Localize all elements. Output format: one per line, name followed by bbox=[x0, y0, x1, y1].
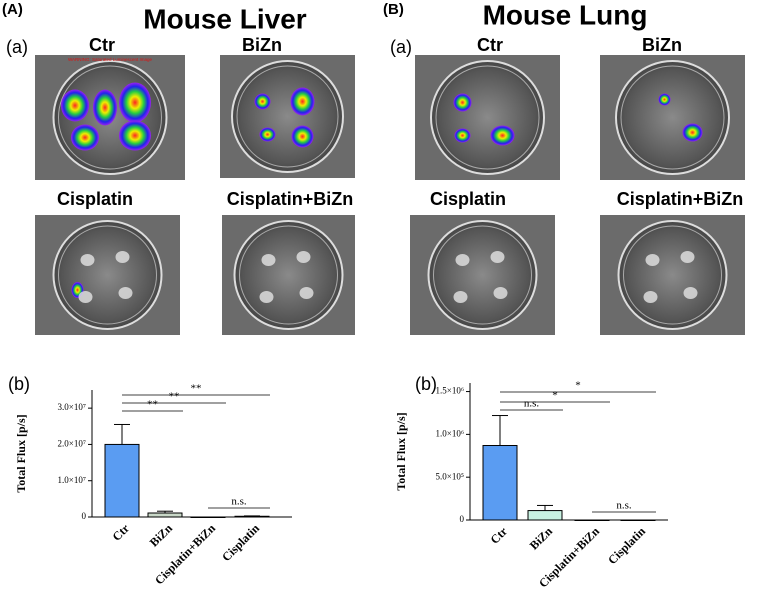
x-tick-label: Cisplatin bbox=[219, 521, 262, 564]
y-tick-label: 1.0×10⁷ bbox=[58, 475, 86, 485]
tissue bbox=[680, 251, 695, 263]
luminescence bbox=[658, 93, 671, 106]
dish-rim bbox=[623, 225, 722, 325]
sub-label: (b) bbox=[415, 374, 437, 394]
tissue bbox=[80, 254, 95, 266]
tissue bbox=[259, 291, 274, 303]
sub-label: (a) bbox=[6, 37, 28, 57]
luminescence bbox=[61, 89, 89, 122]
luminescence bbox=[490, 125, 515, 146]
y-tick-label: 0 bbox=[460, 514, 465, 524]
dish bbox=[427, 220, 538, 330]
image-label: Ctr bbox=[477, 35, 503, 55]
x-tick-label: Cisplatin bbox=[605, 524, 648, 567]
image-label: Ctr bbox=[89, 35, 115, 55]
luminescence bbox=[291, 125, 314, 148]
tissue bbox=[453, 291, 468, 303]
luminescence bbox=[93, 89, 117, 126]
dish-rim bbox=[58, 65, 162, 170]
significance-label: * bbox=[575, 380, 581, 392]
image-label: BiZn bbox=[242, 35, 282, 55]
image-label: Cisplatin+BiZn bbox=[227, 189, 354, 209]
bar bbox=[104, 443, 140, 518]
luminescence bbox=[119, 82, 151, 123]
tissue bbox=[78, 291, 93, 303]
x-tick-label: Ctr bbox=[109, 521, 132, 544]
tissue bbox=[493, 287, 508, 299]
luminescence bbox=[454, 128, 471, 143]
bar bbox=[620, 519, 656, 521]
x-tick-label: Ctr bbox=[487, 524, 510, 547]
bar bbox=[527, 510, 563, 521]
y-tick-label: 3.0×10⁷ bbox=[58, 402, 86, 412]
tissue bbox=[261, 254, 276, 266]
dish bbox=[52, 220, 163, 330]
image-label: Cisplatin+BiZn bbox=[617, 189, 744, 209]
y-tick-label: 5.0×10⁵ bbox=[436, 471, 464, 481]
dish bbox=[430, 60, 545, 175]
significance-label: n.s. bbox=[616, 500, 632, 512]
luminescence bbox=[453, 93, 472, 112]
image-note: WARNING: Saturated Luminescent Image bbox=[68, 57, 153, 62]
significance-label: ** bbox=[191, 383, 202, 395]
luminescence bbox=[119, 120, 151, 151]
dish-rim bbox=[620, 65, 725, 170]
y-axis-label: Total Flux [p/s] bbox=[14, 414, 28, 492]
dish-rim bbox=[435, 65, 540, 170]
dish-rim bbox=[236, 65, 339, 168]
bar bbox=[482, 445, 518, 521]
tissue bbox=[643, 291, 658, 303]
y-tick-label: 0 bbox=[82, 511, 87, 521]
dish-rim bbox=[239, 225, 338, 325]
image-label: Cisplatin bbox=[430, 189, 506, 209]
significance-label: * bbox=[552, 390, 558, 402]
panel-label: (A) bbox=[2, 1, 23, 18]
bar bbox=[190, 516, 226, 518]
luminescence bbox=[254, 93, 271, 110]
significance-label: ** bbox=[147, 399, 158, 411]
tissue bbox=[299, 287, 314, 299]
dish bbox=[615, 60, 730, 175]
y-tick-label: 1.0×10⁶ bbox=[436, 428, 464, 438]
y-tick-label: 1.5×10⁶ bbox=[436, 386, 464, 396]
luminescence bbox=[71, 124, 99, 151]
dish bbox=[233, 220, 344, 330]
dish bbox=[617, 220, 728, 330]
panel-title: Mouse Liver bbox=[143, 3, 306, 34]
tissue bbox=[296, 251, 311, 263]
tissue bbox=[118, 287, 133, 299]
sub-label: (b) bbox=[8, 374, 30, 394]
dish bbox=[231, 60, 344, 173]
sub-label: (a) bbox=[390, 37, 412, 57]
panel-title: Mouse Lung bbox=[483, 0, 648, 30]
image-label: Cisplatin bbox=[57, 189, 133, 209]
luminescence bbox=[290, 87, 315, 116]
y-tick-label: 2.0×10⁷ bbox=[58, 438, 86, 448]
x-tick-label: BiZn bbox=[147, 521, 176, 550]
panel-label: (B) bbox=[383, 1, 404, 18]
tissue bbox=[490, 251, 505, 263]
significance-label: ** bbox=[169, 391, 180, 403]
significance-label: n.s. bbox=[231, 496, 247, 508]
x-tick-label: BiZn bbox=[527, 524, 556, 553]
dish-rim bbox=[433, 225, 532, 325]
significance-label: n.s. bbox=[524, 398, 540, 410]
bar bbox=[234, 515, 270, 518]
tissue bbox=[645, 254, 660, 266]
luminescence bbox=[259, 127, 276, 142]
tissue bbox=[115, 251, 130, 263]
tissue bbox=[683, 287, 698, 299]
y-axis-label: Total Flux [p/s] bbox=[394, 412, 408, 490]
luminescence bbox=[682, 123, 703, 142]
bar bbox=[574, 519, 610, 521]
tissue bbox=[455, 254, 470, 266]
dish-rim bbox=[58, 225, 157, 325]
bar bbox=[147, 512, 183, 518]
image-label: BiZn bbox=[642, 35, 682, 55]
